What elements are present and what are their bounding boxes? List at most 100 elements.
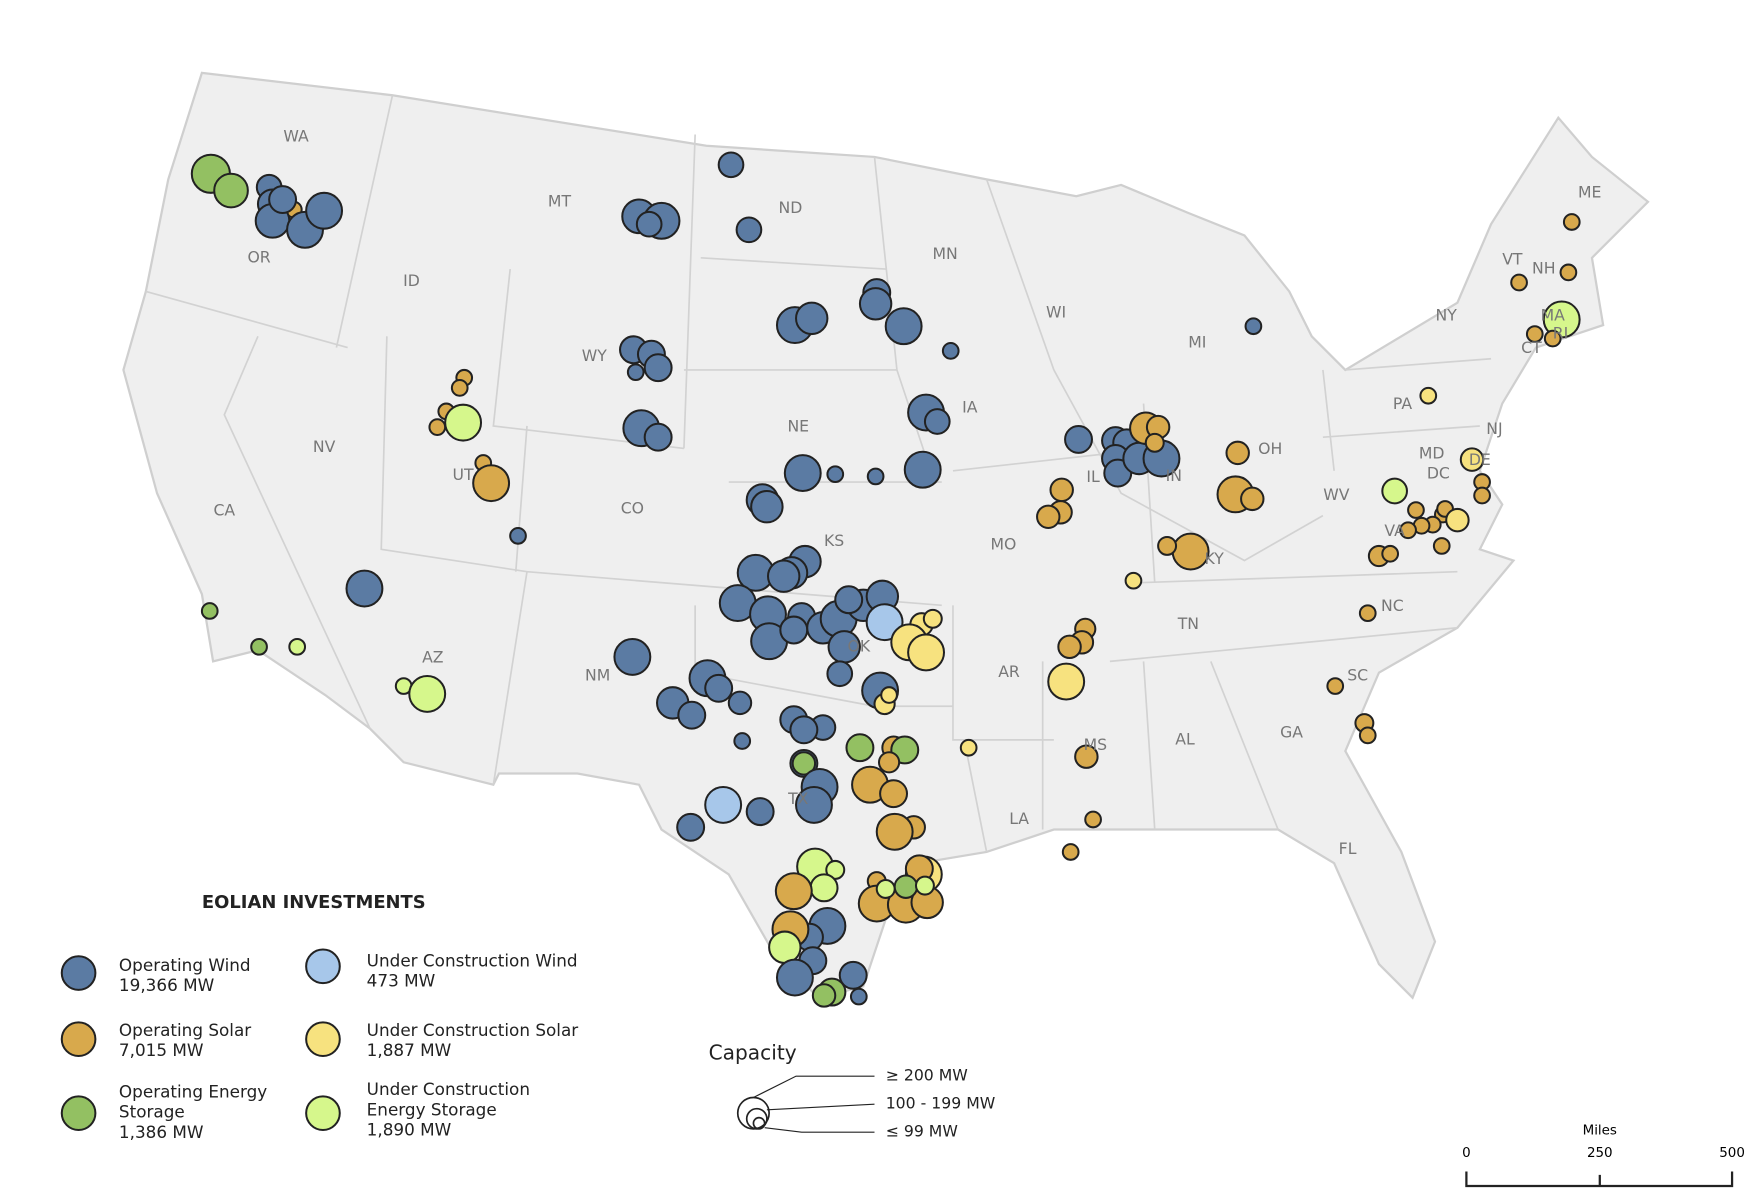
capacity-title: Capacity bbox=[709, 1040, 797, 1064]
plant-s bbox=[1225, 440, 1250, 466]
scale-tick: 500 bbox=[1719, 1146, 1745, 1161]
state-label: RI bbox=[1553, 324, 1569, 343]
state-label: LA bbox=[1009, 809, 1029, 828]
plant-w bbox=[826, 660, 854, 688]
state-label: OK bbox=[847, 636, 870, 655]
state-label: KS bbox=[824, 531, 844, 550]
legend-capacity: 473 MW bbox=[366, 970, 436, 991]
plant-uw bbox=[704, 785, 743, 824]
state-label: ID bbox=[403, 271, 420, 290]
legend-capacity: 1,386 MW bbox=[118, 1122, 204, 1143]
legend-swatch bbox=[60, 1021, 97, 1058]
legend-name: Operating Solar bbox=[118, 1020, 252, 1041]
plant-s bbox=[1543, 329, 1562, 348]
plant-w bbox=[766, 559, 801, 593]
plant-us bbox=[1124, 571, 1143, 590]
plant-s bbox=[1084, 810, 1102, 829]
state-label: WY bbox=[582, 346, 608, 365]
plant-w bbox=[509, 526, 527, 545]
plant-w bbox=[789, 715, 819, 745]
plant-w bbox=[834, 585, 864, 615]
plant-ue bbox=[914, 875, 935, 896]
state-label: TN bbox=[1177, 614, 1199, 633]
state-borders bbox=[145, 95, 1492, 853]
state-label: SC bbox=[1347, 665, 1368, 684]
state-label: ND bbox=[779, 198, 803, 217]
plant-ue bbox=[444, 403, 483, 442]
plant-s bbox=[1559, 263, 1578, 282]
state-label: VT bbox=[1502, 250, 1523, 269]
plant-us bbox=[922, 608, 943, 629]
plant-w bbox=[345, 569, 384, 608]
plant-w bbox=[1064, 424, 1093, 454]
state-label: MA bbox=[1541, 306, 1566, 325]
plant-w bbox=[775, 958, 814, 997]
plant-w bbox=[849, 987, 868, 1006]
plant-s bbox=[877, 751, 901, 774]
state-label: KY bbox=[1205, 549, 1225, 568]
plant-s bbox=[1562, 213, 1581, 231]
plant-s bbox=[1525, 325, 1544, 343]
state-label: NV bbox=[313, 437, 336, 456]
state-label: MS bbox=[1084, 735, 1108, 754]
plant-e bbox=[250, 637, 268, 656]
state-label: MT bbox=[548, 191, 572, 210]
legend-swatch bbox=[60, 1095, 97, 1131]
state-label: MN bbox=[932, 244, 957, 263]
plant-w bbox=[677, 700, 707, 730]
state-label: OH bbox=[1258, 439, 1282, 458]
plant-w bbox=[750, 489, 784, 524]
plant-us bbox=[1459, 447, 1485, 472]
plant-w bbox=[704, 673, 734, 703]
plant-ue bbox=[408, 674, 447, 713]
plant-w bbox=[268, 185, 298, 215]
legend-title: EOLIAN INVESTMENTS bbox=[202, 892, 426, 913]
scale-unit: Miles bbox=[1583, 1123, 1617, 1138]
plant-w bbox=[643, 353, 673, 383]
state-label: DE bbox=[1469, 450, 1491, 469]
state-label: FL bbox=[1339, 839, 1357, 858]
plant-s bbox=[450, 379, 469, 397]
state-label: VA bbox=[1384, 521, 1405, 540]
plant-e bbox=[811, 983, 837, 1008]
state-label: CO bbox=[621, 498, 644, 517]
plant-w bbox=[745, 797, 775, 827]
plant-e bbox=[213, 172, 249, 209]
plant-us bbox=[1419, 386, 1438, 405]
state-label: NE bbox=[787, 417, 809, 436]
plant-w bbox=[779, 615, 809, 645]
plant-s bbox=[879, 779, 909, 809]
plant-uw bbox=[865, 603, 904, 642]
legend-swatch bbox=[305, 1021, 341, 1058]
plant-us bbox=[1047, 662, 1086, 701]
state-label: MD bbox=[1419, 444, 1445, 463]
state-label: NM bbox=[585, 665, 610, 684]
state-label: PA bbox=[1393, 394, 1412, 413]
plant-us bbox=[907, 633, 946, 672]
plant-s bbox=[428, 418, 447, 436]
state-label: AR bbox=[998, 662, 1020, 681]
plant-w bbox=[626, 363, 645, 382]
plant-s bbox=[1144, 432, 1165, 453]
state-label: OR bbox=[247, 247, 270, 266]
plant-us bbox=[1445, 507, 1470, 533]
state-label: CA bbox=[213, 501, 235, 520]
legend-swatch bbox=[305, 1095, 341, 1131]
state-label: UT bbox=[453, 465, 474, 484]
scale-tick: 250 bbox=[1587, 1146, 1613, 1161]
state-label: AL bbox=[1175, 729, 1195, 748]
plant-w bbox=[795, 301, 829, 336]
state-label: MO bbox=[990, 534, 1016, 553]
plant-s bbox=[1057, 634, 1082, 660]
plant-s bbox=[1399, 521, 1417, 540]
capacity-class: ≤ 99 MW bbox=[886, 1122, 958, 1141]
legend-name: Under Construction Solar bbox=[366, 1020, 579, 1041]
plant-s bbox=[1407, 501, 1425, 519]
plant-w bbox=[635, 210, 663, 238]
plant-e bbox=[200, 602, 219, 620]
scale-tick: 0 bbox=[1462, 1146, 1471, 1161]
plant-s bbox=[1381, 544, 1400, 563]
plant-s bbox=[1171, 532, 1210, 571]
